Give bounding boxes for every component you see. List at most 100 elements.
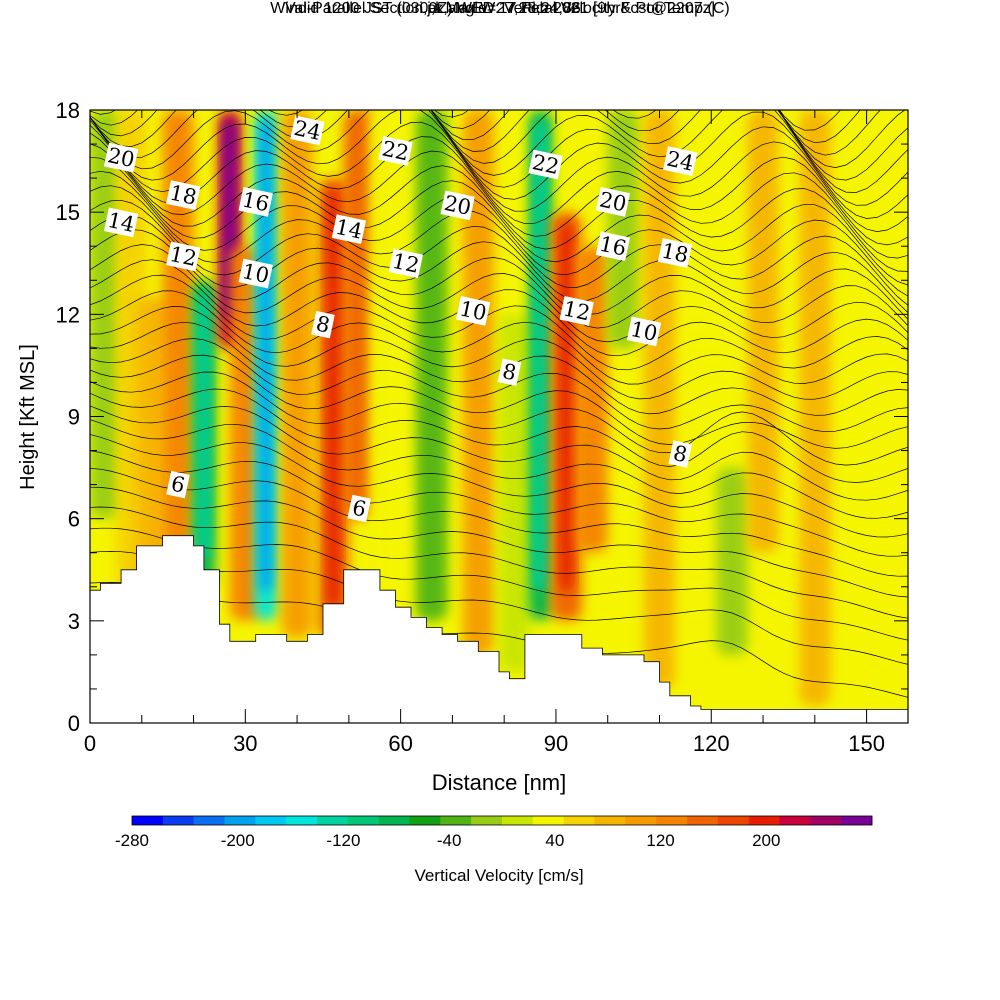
contour-label-box bbox=[455, 296, 491, 326]
colorbar-label: Vertical Velocity [cm/s] bbox=[414, 866, 583, 885]
theta-contour-line bbox=[90, 274, 908, 371]
theta-contour-label: 18 bbox=[166, 180, 201, 210]
contour-label-box bbox=[290, 115, 325, 146]
theta-contour-line bbox=[90, 143, 908, 272]
velocity-cell bbox=[799, 110, 831, 706]
colorbar-swatch bbox=[748, 816, 780, 825]
theta-contour-label: 24 bbox=[290, 115, 325, 146]
theta-contour-line bbox=[90, 290, 908, 385]
theta-contour-line bbox=[90, 527, 908, 641]
theta-contour-label: 20 bbox=[440, 190, 475, 221]
contour-label-text: 10 bbox=[240, 259, 271, 288]
contour-label-box bbox=[663, 146, 698, 176]
contour-label-text: 12 bbox=[561, 296, 592, 325]
theta-contour-line bbox=[90, 486, 908, 598]
colorbar-swatch bbox=[440, 816, 472, 825]
colorbar-swatch bbox=[193, 816, 225, 825]
velocity-cell-core bbox=[327, 188, 340, 608]
colorbar-swatch bbox=[317, 816, 349, 825]
colorbar-swatch bbox=[286, 816, 318, 825]
contour-label-text: 6 bbox=[169, 471, 187, 497]
colorbar-swatch bbox=[409, 816, 441, 825]
contour-label-box bbox=[378, 136, 413, 166]
x-tick-label: 0 bbox=[84, 731, 96, 756]
contour-label-text: 10 bbox=[458, 296, 489, 325]
colorbar-swatch bbox=[656, 816, 688, 825]
contour-label-text: 14 bbox=[106, 208, 137, 237]
colorbar-swatch bbox=[471, 816, 503, 825]
colorbar-tick-label: 200 bbox=[752, 831, 780, 850]
colorbar: -280 -200 -120 -40 40 120 200 bbox=[115, 815, 873, 850]
theta-contour-line bbox=[90, 405, 908, 501]
theta-contour-line bbox=[90, 156, 908, 286]
contour-label-box bbox=[595, 231, 631, 262]
theta-contour-label: 8 bbox=[668, 440, 692, 468]
contour-label-box bbox=[559, 296, 594, 326]
theta-contour-label: 16 bbox=[238, 187, 273, 217]
theta-contour-line bbox=[90, 419, 908, 519]
colorbar-tick-label: -200 bbox=[221, 831, 255, 850]
theta-contour-label: 22 bbox=[378, 136, 413, 166]
contour-label-box bbox=[668, 440, 692, 468]
theta-contour-label: 6 bbox=[347, 494, 371, 523]
contour-label-text: 12 bbox=[390, 249, 421, 278]
grid-indices-line: i,j,k,angle=27,28,24,86 bbox=[419, 0, 581, 17]
velocity-cell bbox=[643, 110, 676, 689]
contour-label-box bbox=[331, 214, 367, 245]
velocity-cell bbox=[747, 110, 779, 553]
theta-contour-line bbox=[90, 124, 908, 246]
terrain-mask bbox=[90, 535, 908, 723]
colorbar-swatch bbox=[502, 816, 534, 825]
contour-label-box bbox=[388, 248, 423, 279]
contour-label-box bbox=[626, 316, 662, 347]
contour-label-text: 24 bbox=[665, 147, 696, 176]
colorbar-swatch bbox=[841, 816, 873, 825]
valid-time-line: Valid 1200 JST (0300Z) WED 17 Feb 2021 [… bbox=[284, 0, 716, 17]
theta-contour-line bbox=[90, 306, 908, 400]
contour-label-box bbox=[166, 180, 201, 210]
velocity-cell-core bbox=[534, 120, 547, 591]
x-tick-label: 150 bbox=[848, 731, 885, 756]
theta-contour-line bbox=[90, 321, 908, 416]
contour-label-text: 22 bbox=[380, 136, 411, 165]
contour-label-text: 6 bbox=[350, 495, 368, 521]
theta-contour-line bbox=[90, 119, 908, 232]
theta-contours bbox=[90, 110, 908, 698]
theta-contour-label: 18 bbox=[657, 238, 693, 268]
theta-contour-line bbox=[90, 371, 908, 466]
theta-contour-line bbox=[90, 110, 906, 168]
contour-label-text: 20 bbox=[106, 143, 137, 172]
contour-label-box bbox=[311, 310, 335, 339]
x-axis-label: Distance [nm] bbox=[432, 770, 567, 795]
colorbar-swatch bbox=[717, 816, 749, 825]
y-tick-label: 6 bbox=[68, 507, 80, 532]
theta-contour-line bbox=[90, 199, 908, 314]
contour-label-text: 22 bbox=[530, 150, 561, 179]
contour-label-text: 20 bbox=[597, 187, 628, 216]
theta-contour-label: 8 bbox=[497, 358, 522, 386]
theta-contour-label: 12 bbox=[388, 248, 423, 279]
velocity-cell bbox=[716, 467, 748, 655]
x-tick-label: 30 bbox=[233, 731, 257, 756]
theta-contour-line bbox=[90, 110, 881, 156]
y-tick-label: 18 bbox=[56, 98, 80, 123]
colorbar-swatch bbox=[378, 816, 410, 825]
theta-contour-line bbox=[90, 259, 908, 357]
contour-label-text: 14 bbox=[333, 215, 364, 244]
terrain-profile bbox=[90, 535, 908, 723]
contour-label-text: 10 bbox=[628, 317, 659, 346]
copyright-mark: (C) bbox=[707, 0, 730, 17]
theta-contour-line bbox=[90, 338, 908, 433]
contour-label-box bbox=[657, 238, 693, 268]
y-tick-label: 3 bbox=[68, 609, 80, 634]
contour-label-text: 8 bbox=[314, 311, 332, 337]
y-tick-label: 9 bbox=[68, 405, 80, 430]
colorbar-swatch bbox=[563, 816, 595, 825]
contour-label-box bbox=[103, 142, 139, 173]
theta-contour-label: 6 bbox=[166, 470, 190, 499]
contour-label-box bbox=[528, 149, 563, 180]
theta-contour-line bbox=[90, 185, 908, 306]
colorbar-swatch bbox=[347, 816, 379, 825]
colorbar-swatch bbox=[594, 816, 626, 825]
velocity-cell bbox=[462, 110, 494, 655]
